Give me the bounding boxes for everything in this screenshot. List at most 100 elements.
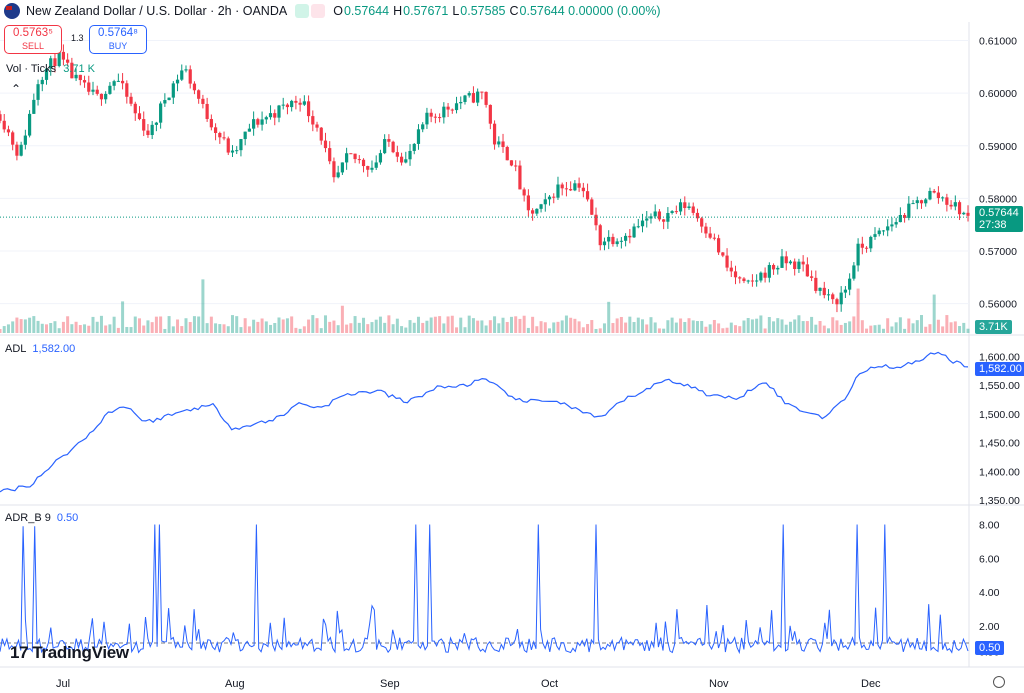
volume-bar	[843, 322, 847, 333]
volume-bar	[476, 320, 480, 333]
candle-body	[535, 208, 539, 214]
chevron-up-icon[interactable]: ⌃	[11, 82, 22, 96]
adr-tag: 0.50	[975, 641, 1005, 655]
symbol-title[interactable]: New Zealand Dollar / U.S. Dollar · 2h · …	[26, 4, 288, 18]
candle-body	[252, 119, 256, 129]
tv-logo-icon: 17	[10, 643, 29, 662]
volume-bar	[505, 321, 509, 333]
volume-bar	[438, 316, 442, 333]
volume-bar	[315, 318, 319, 333]
adl-tick-label: 1,600.00	[979, 351, 1020, 363]
volume-bar	[480, 320, 484, 333]
volume-bar	[738, 326, 742, 333]
candle-body	[387, 139, 391, 142]
volume-bar	[302, 326, 306, 333]
volume-bar	[602, 323, 606, 333]
volume-bar	[911, 323, 915, 333]
candle-body	[602, 241, 607, 246]
volume-bar	[2, 326, 6, 333]
candle-body	[323, 140, 328, 149]
volume-bar	[184, 318, 188, 333]
buy-button[interactable]: 0.5764⁸ BUY	[89, 25, 147, 54]
volume-bar	[87, 325, 91, 333]
market-status-pill[interactable]	[295, 4, 326, 18]
volume-bar	[171, 326, 175, 333]
volume-bar	[560, 320, 564, 333]
candle-body	[788, 261, 793, 264]
candle-body	[159, 103, 163, 123]
gear-icon[interactable]	[993, 676, 1005, 688]
volume-legend[interactable]: Vol · Ticks 3.71 K	[6, 63, 95, 75]
volume-bar	[780, 319, 784, 333]
volume-bar	[366, 324, 370, 333]
candle-body	[687, 206, 691, 209]
candle-body	[273, 113, 277, 118]
volume-bar	[590, 320, 594, 333]
candle-body	[585, 191, 590, 200]
adl-legend-label: ADL	[5, 343, 27, 355]
volume-bar	[860, 320, 864, 333]
candle-body	[319, 127, 323, 141]
volume-bar	[32, 316, 36, 333]
candle-body	[82, 80, 87, 83]
volume-bar	[188, 322, 192, 333]
candle-body	[839, 292, 843, 305]
volume-bar	[708, 324, 712, 333]
candle-body	[40, 79, 44, 85]
volume-bar	[61, 321, 65, 333]
price-tick-label: 0.56000	[979, 299, 1017, 311]
tradingview-logo[interactable]: 17 TradingView	[10, 643, 129, 663]
volume-bar	[932, 294, 936, 333]
candle-body	[619, 240, 623, 242]
volume-bar	[636, 317, 640, 333]
candle-body	[949, 204, 953, 207]
candle-body	[941, 197, 945, 199]
candle-body	[518, 165, 522, 190]
candle-body	[733, 271, 738, 278]
volume-bar	[19, 319, 23, 333]
volume-bar	[328, 321, 332, 333]
candle-body	[142, 119, 146, 131]
candle-body	[860, 243, 864, 248]
volume-bar	[425, 320, 429, 333]
volume-bar	[243, 318, 247, 333]
candle-body	[915, 200, 919, 204]
volume-bar	[725, 327, 729, 333]
volume-bar	[569, 317, 573, 333]
candle-body	[19, 144, 23, 156]
adr-legend[interactable]: ADR_B 9 0.50	[5, 512, 78, 524]
candle-body	[201, 98, 205, 104]
adl-tag: 1,582.00	[975, 362, 1024, 376]
volume-bar	[903, 328, 907, 333]
volume-bar	[180, 326, 184, 333]
candle-body	[425, 112, 429, 125]
volume-bar	[214, 323, 218, 333]
candle-body	[890, 224, 894, 227]
candle-body	[302, 101, 306, 105]
volume-bar	[455, 327, 459, 333]
volume-bar	[649, 317, 653, 333]
volume-bar	[226, 326, 230, 333]
adr-tick-label: 4.00	[979, 587, 1000, 599]
candle-body	[881, 230, 886, 232]
sell-button[interactable]: 0.5763⁵ SELL	[4, 25, 62, 54]
adr-legend-value: 0.50	[56, 512, 79, 524]
volume-bar	[95, 321, 99, 333]
candle-body	[476, 91, 480, 103]
volume-bar	[421, 322, 425, 333]
volume-bar	[679, 318, 683, 333]
candle-body	[27, 113, 32, 136]
volume-bar	[962, 322, 966, 333]
volume-bar	[416, 316, 420, 333]
candle-body	[36, 84, 40, 100]
volume-bar	[323, 315, 327, 333]
volume-bar	[400, 326, 404, 333]
volume-bar	[907, 318, 911, 333]
candle-body	[205, 103, 209, 119]
candle-body	[374, 162, 378, 168]
volume-bar	[252, 319, 256, 333]
volume-bar	[6, 324, 10, 333]
adl-tick-label: 1,500.00	[979, 409, 1020, 421]
adl-legend[interactable]: ADL 1,582.00	[5, 343, 75, 355]
